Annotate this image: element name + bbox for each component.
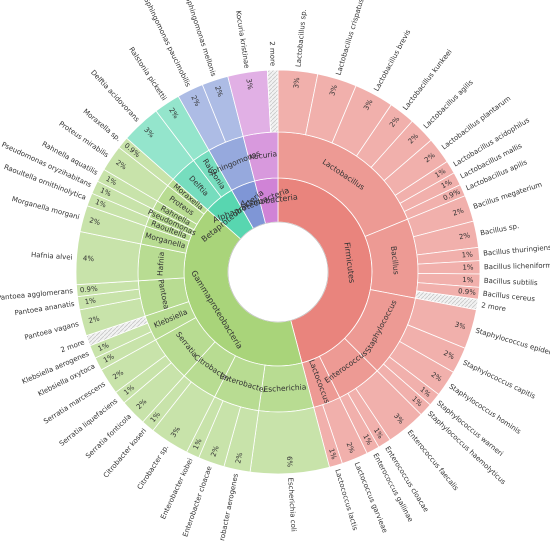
segment-layer — [75, 69, 481, 475]
species-pct-bacillus-cereus-14: 0.9% — [458, 287, 477, 297]
species-label-sphingomonas-mellonis-51: Sphingomonas mellonis — [184, 0, 218, 78]
species-label-enterobacter-aerogenes-27: Enterobacter aerogenes — [215, 473, 240, 541]
species-pct-pantoea-vagans-38: 2% — [88, 315, 101, 326]
species-pct-escherichia-coli-26: 6% — [285, 456, 294, 468]
species-segment-2-more-53[interactable] — [266, 69, 279, 133]
species-pct-staphylococcus-epidermidis-16: 3% — [454, 321, 467, 332]
species-label-2-more-53: 2 more — [268, 41, 277, 66]
species-pct-bacillus-thuringiensis-11: 1% — [461, 251, 473, 260]
species-pct-bacillus-megaterium-9: 2% — [452, 206, 465, 217]
species-label-staphylococcus-hominis-18: Staphylococcus hominis — [447, 382, 522, 435]
species-pct-lactobacillus-sp-0: 3% — [292, 77, 301, 89]
species-pct-bacillus-sp-10: 2% — [458, 231, 471, 241]
species-pct-enterobacter-cloacae-28: 2% — [210, 444, 221, 457]
species-label-ralstonia-pickettii-49: Ralstonia pickettii — [127, 46, 168, 102]
species-label-morganella-morgani-42: Morganella morgani — [11, 195, 81, 221]
species-pct-lactococcus-lactis-25: 1% — [327, 448, 338, 461]
species-label-bacillus-sp-10: Bacillus sp. — [480, 222, 520, 237]
species-label-bacillus-thuringiensis-11: Bacillus thuringiensis — [483, 243, 550, 258]
center-hole — [227, 221, 329, 323]
genus-label-hafnia: Hafnia — [155, 251, 166, 276]
species-label-staphylococcus-epidermidis-16: Staphylococcus epidermidis — [474, 327, 550, 363]
species-label-lactococcus-lactis-25: Lactococcus lactis — [333, 468, 359, 532]
species-pct-klebsiella-aerogenes-36: 1% — [97, 341, 111, 353]
species-label-lactobacillus-crispatus-1: Lactobacillus crispatus — [335, 0, 366, 76]
species-pct-pantoea-ananatis-39: 1% — [84, 297, 97, 307]
species-label-pantoea-vagans-38: Pantoea vagans — [24, 320, 80, 342]
species-label-bacillus-licheniformis-12: Bacillus licheniformis — [484, 262, 550, 272]
species-label-lactobacillus-agilis-4: Lactobacillus agilis — [422, 78, 475, 130]
species-pct-bacillus-subtilis-13: 1% — [462, 276, 474, 284]
species-label-pantoea-ananatis-39: Pantoea ananatis — [14, 300, 75, 317]
species-pct-sphingomonas-mellonis-51: 2% — [213, 85, 224, 98]
species-pct-morganella-morgani-42: 2% — [88, 216, 101, 227]
genus-label-kocuria: Kocuria — [249, 149, 278, 161]
species-pct-kocuria-kristinae-52: 3% — [244, 78, 254, 91]
species-label-bacillus-subtilis-13: Bacillus subtilis — [484, 277, 538, 287]
species-label-kocuria-kristinae-52: Kocuria kristinae — [234, 10, 251, 69]
species-pct-enterobacter-aerogenes-27: 2% — [234, 451, 244, 464]
species-label-pantoea-agglomerans-40: Pantoea agglomerans — [0, 287, 74, 302]
species-pct-lactococcus-garvieae-24: 2% — [344, 441, 356, 455]
species-label-lactobacillus-brevis-2: Lactobacillus brevis — [373, 28, 413, 93]
genus-label-bacillus: Bacillus — [389, 246, 401, 276]
species-label-hafnia-alvei-41: Hafnia alvei — [31, 251, 73, 262]
species-pct-lactobacillus-crispatus-1: 3% — [328, 84, 339, 97]
species-label-escherichia-coli-26: Escherichia coli — [286, 477, 297, 532]
genus-label-escherichia: Escherichia — [263, 383, 306, 395]
species-label-lactobacillus-sp-0: Lactobacillus sp. — [294, 9, 308, 68]
species-label-2-more-15: 2 more — [481, 301, 507, 313]
species-label-bacillus-cereus-14: Bacillus cereus — [482, 290, 535, 304]
species-pct-pantoea-agglomerans-40: 0.9% — [80, 285, 99, 295]
species-pct-hafnia-alvei-41: 4% — [83, 254, 95, 263]
species-label-citrobacter-sp-30: Citrobacter sp. — [136, 443, 171, 491]
species-label-staphylococcus-capitis-17: Staphylococcus capitis — [461, 359, 537, 401]
species-pct-raoultella-ornithinolytica-43: 1% — [94, 198, 108, 210]
species-pct-bacillus-licheniformis-12: 1% — [462, 263, 474, 271]
